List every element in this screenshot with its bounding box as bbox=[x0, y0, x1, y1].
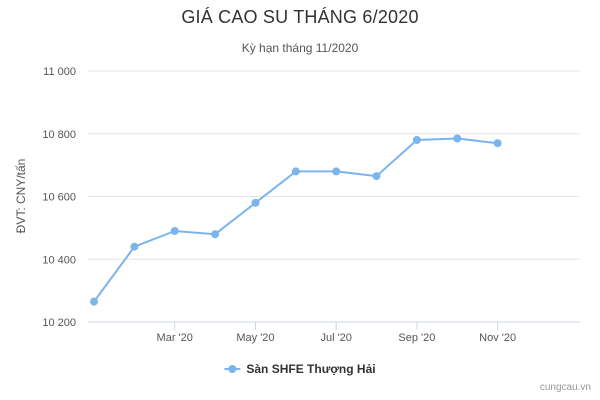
y-tick-label: 10 600 bbox=[42, 192, 76, 204]
data-point[interactable] bbox=[90, 297, 98, 306]
series-line bbox=[93, 137, 499, 303]
watermark: cungcau.vn bbox=[539, 382, 591, 393]
series-layer bbox=[90, 134, 502, 306]
data-point[interactable] bbox=[211, 230, 220, 239]
y-tick-label: 11 000 bbox=[43, 66, 76, 78]
grid bbox=[88, 70, 580, 323]
y-axis-title: ĐVT: CNY/tấn bbox=[14, 159, 28, 234]
y-tick-label: 10 200 bbox=[42, 317, 76, 329]
data-point[interactable] bbox=[291, 167, 300, 176]
data-point[interactable] bbox=[170, 227, 179, 235]
data-point[interactable] bbox=[453, 134, 462, 143]
y-tick-label: 10 800 bbox=[42, 129, 76, 141]
legend[interactable]: Sàn SHFE Thượng Hải bbox=[224, 362, 376, 376]
chart-title: GIÁ CAO SU THÁNG 6/2020 bbox=[181, 7, 419, 27]
data-point[interactable] bbox=[251, 198, 260, 207]
legend-marker-icon bbox=[228, 365, 237, 373]
x-tick-label: Nov '20 bbox=[479, 332, 516, 344]
x-tick-label: May '20 bbox=[236, 332, 274, 344]
data-point[interactable] bbox=[493, 139, 502, 148]
data-point[interactable] bbox=[332, 167, 341, 176]
chart-subtitle: Kỳ hạn tháng 11/2020 bbox=[241, 41, 359, 55]
x-tick-label: Jul '20 bbox=[320, 332, 351, 344]
x-tick-label: Mar '20 bbox=[157, 332, 193, 344]
data-point[interactable] bbox=[412, 136, 421, 144]
legend-item-label[interactable]: Sàn SHFE Thượng Hải bbox=[246, 362, 375, 376]
data-point[interactable] bbox=[130, 242, 139, 251]
y-axis: 10 200 10 400 10 600 10 800 11 000 bbox=[42, 66, 76, 329]
x-tick-label: Sep '20 bbox=[398, 332, 435, 344]
y-tick-label: 10 400 bbox=[42, 254, 76, 266]
x-axis: Mar '20 May '20 Jul '20 Sep '20 Nov '20 bbox=[157, 322, 516, 344]
data-point[interactable] bbox=[372, 172, 381, 181]
